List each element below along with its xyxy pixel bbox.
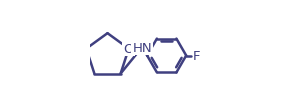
Text: O: O — [124, 43, 134, 56]
Text: HN: HN — [132, 41, 152, 54]
Text: F: F — [192, 50, 200, 62]
